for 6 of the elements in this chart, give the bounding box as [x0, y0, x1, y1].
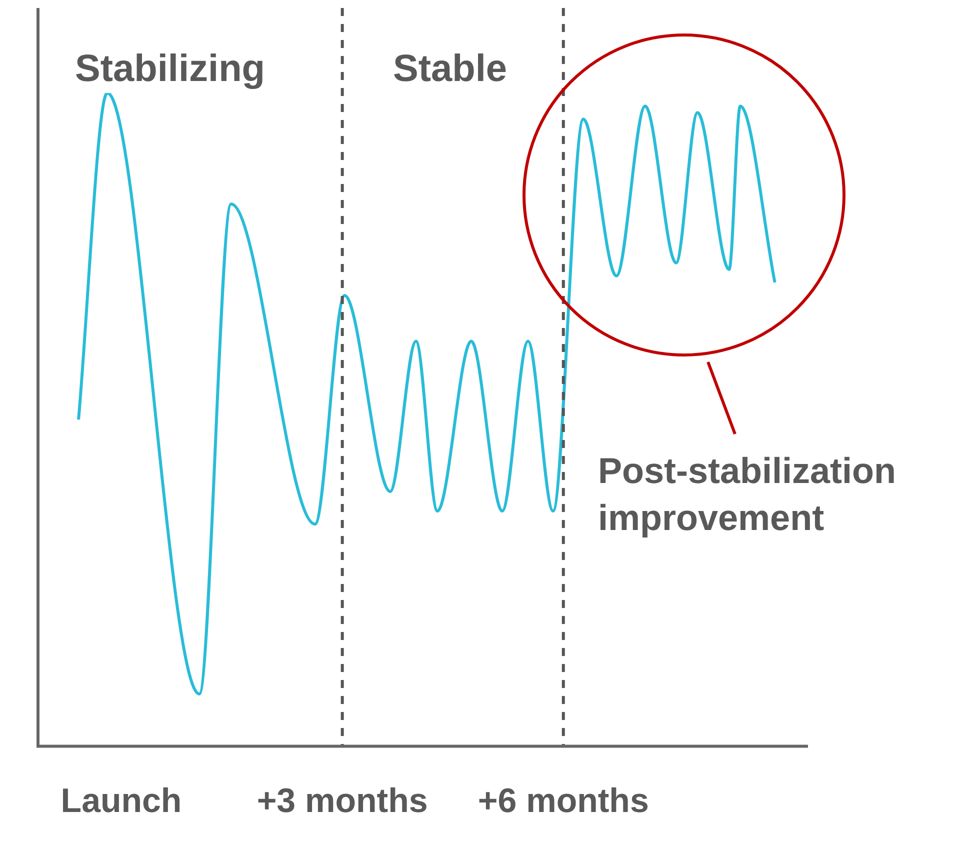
x-tick-label: +3 months	[256, 782, 428, 820]
text: Stable	[393, 48, 508, 91]
text: Stabilizing	[75, 48, 265, 91]
x-tick-label: Launch	[60, 782, 182, 820]
annotation: Post-stabilization improvement	[598, 449, 898, 540]
x-tick-label: +6 months	[478, 782, 649, 820]
